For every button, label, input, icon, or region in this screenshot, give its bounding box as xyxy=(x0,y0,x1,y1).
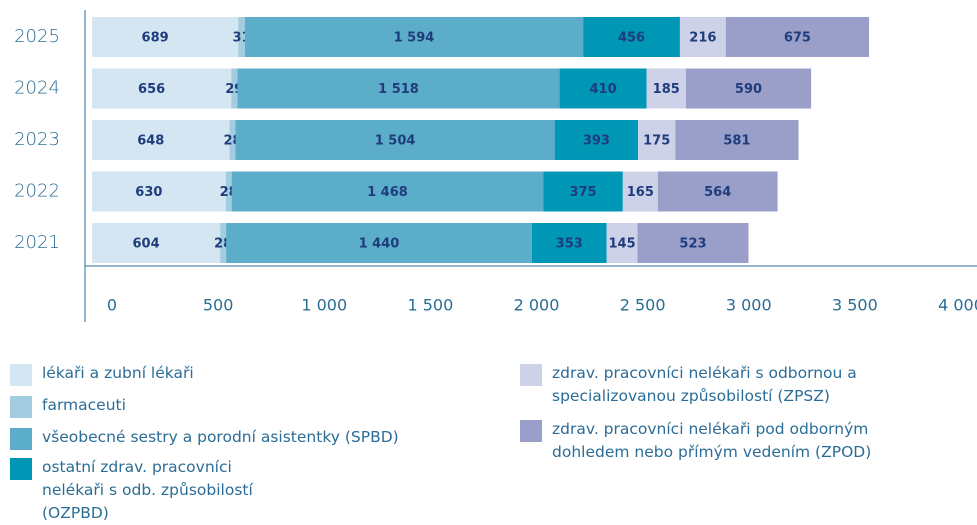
bar-segment xyxy=(220,223,227,263)
y-tick-label: 2021 xyxy=(14,232,60,253)
y-tick-label: 2025 xyxy=(14,26,60,47)
x-tick-label: 1 500 xyxy=(407,296,453,315)
bar-segment xyxy=(679,17,726,57)
bar-segment xyxy=(725,17,870,57)
legend-label: lékaři a zubní lékaři xyxy=(42,364,194,382)
legend-swatch xyxy=(10,364,32,386)
y-tick-label: 2022 xyxy=(14,181,60,202)
bar-segment xyxy=(229,120,236,160)
legend-label: zdrav. pracovníci nelékaři pod odborným … xyxy=(552,420,872,461)
data-label: 410 xyxy=(590,82,617,97)
data-label: 630 xyxy=(135,185,162,200)
data-label: 1 518 xyxy=(378,82,419,97)
data-label: 375 xyxy=(569,185,596,200)
data-label: 185 xyxy=(653,82,680,97)
bar-segment xyxy=(92,120,230,160)
x-tick-label: 4 000 xyxy=(938,296,977,315)
bar-segment xyxy=(531,223,607,263)
bar-segment xyxy=(646,68,686,109)
bar-segment xyxy=(92,223,221,263)
chart: 0 500 1 000 1 500 2 000 2 500 3 000 3 500 4 000 2… xyxy=(14,10,977,322)
data-label: 216 xyxy=(689,31,716,46)
legend-swatch xyxy=(10,458,32,480)
bar-segment xyxy=(559,68,647,109)
legend-label: farmaceuti xyxy=(42,396,126,414)
bar-segment xyxy=(554,120,639,160)
data-label: 393 xyxy=(583,134,610,149)
bar-segment xyxy=(225,171,232,212)
bar-segment xyxy=(606,223,638,263)
data-label: 1 594 xyxy=(394,31,435,46)
data-label: 175 xyxy=(643,134,670,149)
bar-segment xyxy=(231,171,544,212)
data-label: 145 xyxy=(609,237,636,252)
bar-segment xyxy=(238,17,245,57)
legend-swatch xyxy=(10,428,32,450)
bar-segment xyxy=(92,68,232,109)
bar-segment xyxy=(237,68,560,109)
data-label: 353 xyxy=(556,237,583,252)
bar-segment xyxy=(226,223,532,263)
data-label: 656 xyxy=(138,82,165,97)
data-label: 1 440 xyxy=(359,237,400,252)
data-label: 604 xyxy=(133,237,160,252)
bar-segment xyxy=(92,17,239,57)
legend-swatch xyxy=(520,364,542,386)
legend-label: zdrav. pracovníci nelékaři s odbornou a … xyxy=(552,364,857,405)
data-label: 523 xyxy=(679,237,706,252)
data-label: 1 468 xyxy=(367,185,408,200)
y-tick-label: 2024 xyxy=(14,78,60,99)
data-label: 456 xyxy=(618,31,645,46)
bar-segment xyxy=(622,171,658,212)
data-label: 675 xyxy=(784,31,811,46)
y-tick-label: 2023 xyxy=(14,129,60,150)
bar-segment xyxy=(637,223,749,263)
data-label: 581 xyxy=(723,134,750,149)
x-tick-label: 2 500 xyxy=(620,296,666,315)
page: 0 500 1 000 1 500 2 000 2 500 3 000 3 500 4 000 2… xyxy=(10,10,977,522)
bar-segment xyxy=(244,17,584,57)
bar-segment xyxy=(543,171,623,212)
data-label: 1 504 xyxy=(375,134,416,149)
bar-segment xyxy=(92,171,226,212)
bar-segment xyxy=(638,120,676,160)
x-tick-label: 0 xyxy=(107,296,117,315)
bar-segment xyxy=(583,17,680,57)
legend-swatch xyxy=(520,420,542,442)
data-label: 564 xyxy=(704,185,731,200)
bar-segment xyxy=(657,171,778,212)
x-tick-label: 2 000 xyxy=(514,296,560,315)
bar-segment xyxy=(675,120,799,160)
x-tick-label: 500 xyxy=(203,296,234,315)
data-label: 648 xyxy=(137,134,164,149)
bar-segment xyxy=(231,68,238,109)
legend-label: ostatní zdrav. pracovníci nelékaři s odb… xyxy=(42,458,253,522)
legend-swatch xyxy=(10,396,32,418)
x-tick-label: 3 000 xyxy=(726,296,772,315)
x-tick-label: 1 000 xyxy=(301,296,347,315)
bar-segment xyxy=(685,68,812,109)
legend-label: všeobecné sestry a porodní asistentky (S… xyxy=(42,428,399,446)
data-label: 590 xyxy=(735,82,762,97)
data-label: 165 xyxy=(627,185,654,200)
bar-segment xyxy=(235,120,555,160)
data-label: 689 xyxy=(142,31,169,46)
x-tick-label: 3 500 xyxy=(832,296,878,315)
